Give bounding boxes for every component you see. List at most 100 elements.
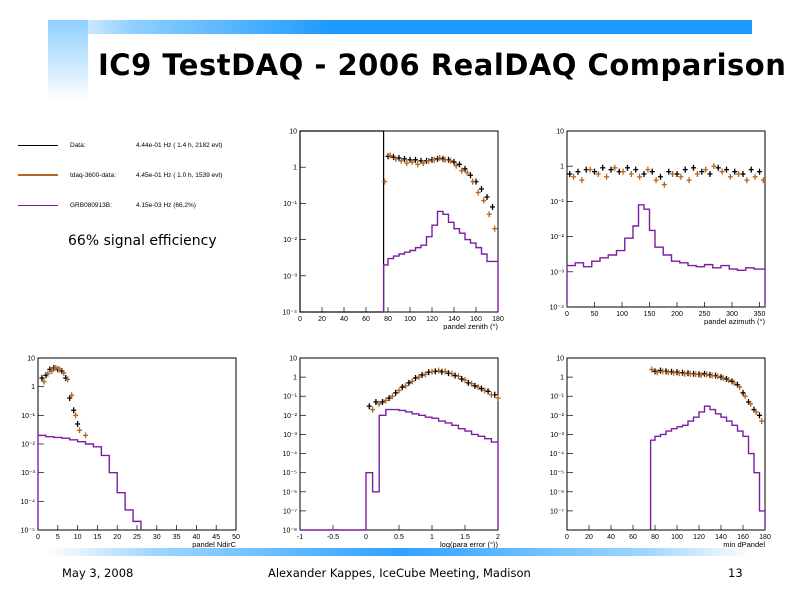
plot-pandel-azimuth: 0 50 100 150 200 250 300 350 10 1 10⁻¹ 10⁻² 10⁻³ 10⁻⁴… [550, 129, 766, 325]
plot-pandel-zenith: 0 20 40 60 80 100 120 140 160 180 10 1 10⁻¹ 10⁻² 10⁻³ 1… [283, 129, 504, 331]
y-tick-label: 10⁻⁵ [283, 470, 297, 477]
legend-name: tdaq-3600-data: [70, 171, 116, 179]
signal-histogram-line [566, 204, 766, 307]
footer-date: May 3, 2008 [62, 566, 134, 580]
y-tick-label: 10⁻³ [21, 470, 35, 477]
slide-title: IC9 TestDAQ - 2006 RealDAQ Comparison [98, 48, 787, 82]
x-tick-label: 25 [133, 534, 141, 541]
x-tick-label: 60 [362, 316, 370, 323]
y-tick-label: 10⁻⁶ [550, 489, 564, 496]
x-tick-label: 120 [693, 534, 705, 541]
y-tick-label: 10 [27, 356, 35, 363]
x-tick-label: 180 [492, 316, 504, 323]
y-tick-label: 10⁻² [21, 442, 35, 449]
x-tick-label: 20 [113, 534, 121, 541]
x-axis-label: log(para error (°)) [440, 540, 499, 548]
y-tick-label: 10⁻² [283, 237, 297, 244]
signal-histogram-line [382, 210, 499, 312]
cut-region-box [299, 130, 385, 313]
x-tick-label: 0 [565, 534, 569, 541]
x-tick-label: 35 [173, 534, 181, 541]
y-tick-label: 10⁻¹ [550, 394, 564, 401]
x-tick-label: 180 [759, 534, 771, 541]
y-tick-label: 1 [31, 384, 35, 391]
x-tick-label: 160 [737, 534, 749, 541]
x-tick-label: 1.5 [460, 534, 470, 541]
x-axis-label: pandel zenith (°) [443, 322, 498, 330]
footer-presenter: Alexander Kappes, IceCube Meeting, Madis… [268, 566, 531, 580]
x-tick-label: 0 [298, 316, 302, 323]
x-tick-label: 40 [193, 534, 201, 541]
x-tick-label: 140 [448, 316, 460, 323]
x-tick-label: 300 [726, 311, 738, 318]
title-accent-block [48, 20, 88, 102]
x-tick-label: 200 [671, 311, 683, 318]
y-tick-label: 10 [289, 356, 297, 363]
x-tick-label: 50 [591, 311, 599, 318]
y-tick-label: 1 [293, 165, 297, 172]
y-tick-label: 10 [289, 129, 297, 136]
x-tick-label: 15 [94, 534, 102, 541]
x-tick-label: 30 [153, 534, 161, 541]
y-tick-label: 10⁻⁴ [550, 305, 565, 312]
y-tick-label: 1 [560, 164, 564, 171]
y-tick-label: 10⁻⁴ [21, 499, 36, 506]
y-tick-label: 10⁻¹ [21, 413, 35, 420]
x-tick-label: 0 [364, 534, 368, 541]
legend-value: 4.15e-03 Hz (66.2%) [136, 201, 196, 209]
x-axis-label: min dPandel [723, 540, 765, 548]
y-tick-label: 10⁻⁵ [550, 470, 564, 477]
x-tick-label: -0.5 [327, 534, 339, 541]
x-tick-label: 1 [430, 534, 434, 541]
y-tick-label: 10 [556, 356, 564, 363]
legend-name: GRB080913B: [70, 201, 112, 209]
y-tick-label: 10⁻⁵ [21, 528, 35, 535]
x-tick-label: 2 [496, 534, 500, 541]
legend-line-tdaq [18, 174, 58, 176]
y-tick-label: 10⁻³ [550, 432, 564, 439]
plot-frame [299, 357, 499, 531]
x-tick-label: 10 [74, 534, 82, 541]
x-tick-label: 100 [671, 534, 683, 541]
x-tick-label: 40 [340, 316, 348, 323]
x-tick-label: 40 [607, 534, 615, 541]
y-tick-label: 1 [293, 375, 297, 382]
x-tick-label: 50 [232, 534, 240, 541]
y-tick-label: 10⁻⁸ [283, 528, 297, 535]
legend-entry-tdaq: tdaq-3600-data: 4.45e-01 Hz ( 1.0 h, 153… [18, 168, 222, 182]
x-tick-label: 80 [384, 316, 392, 323]
plot-pandel-ndirc: 0 5 10 15 20 25 30 35 40 45 50 10 1 10⁻¹ 10⁻² 10⁻³ 10⁻⁴ 1… [21, 356, 240, 549]
y-tick-label: 10⁻³ [283, 273, 297, 280]
signal-histogram-line [300, 408, 499, 531]
legend-entry-signal: GRB080913B: 4.15e-03 Hz (66.2%) [18, 198, 196, 212]
y-tick-label: 10⁻⁴ [550, 451, 565, 458]
title-accent-bar [48, 20, 752, 34]
x-tick-label: 100 [404, 316, 416, 323]
x-tick-label: 20 [585, 534, 593, 541]
legend-line-data [18, 144, 58, 146]
y-tick-label: 10⁻² [550, 413, 564, 420]
x-tick-label: 45 [212, 534, 220, 541]
legend: Data: 4.44e-01 Hz ( 1.4 h, 2182 evt) tda… [12, 130, 272, 220]
x-tick-label: 0.5 [394, 534, 404, 541]
plot-para-error: -1 -0.5 0 0.5 1 1.5 2 10 1 10⁻¹ 10⁻² 10⁻³ 10⁻⁴ 10⁻⁵ 10… [283, 356, 501, 548]
x-tick-label: -1 [297, 534, 303, 541]
footer-page-number: 13 [728, 566, 743, 580]
x-tick-label: 80 [651, 534, 659, 541]
y-tick-label: 10⁻⁴ [283, 451, 298, 458]
x-tick-label: 0 [36, 534, 40, 541]
x-tick-label: 120 [426, 316, 438, 323]
signal-histogram-line [37, 434, 142, 530]
y-tick-label: 1 [560, 375, 564, 382]
signal-histogram-line [649, 405, 766, 530]
legend-entry-data: Data: 4.44e-01 Hz ( 1.4 h, 2182 evt) [18, 138, 222, 152]
y-tick-label: 10⁻¹ [283, 394, 297, 401]
legend-value: 4.45e-01 Hz ( 1.0 h, 1539 evt) [136, 171, 223, 179]
plot-frame [566, 357, 766, 531]
y-tick-label: 10⁻³ [283, 432, 297, 439]
plot-min-dpandel: 0 20 40 60 80 100 120 140 160 180 10 1 10⁻¹ 10⁻² 10⁻³ 1… [550, 356, 771, 549]
x-tick-label: 100 [616, 311, 628, 318]
x-tick-label: 20 [318, 316, 326, 323]
y-tick-label: 10⁻⁶ [283, 489, 297, 496]
y-tick-label: 10⁻² [550, 234, 564, 241]
